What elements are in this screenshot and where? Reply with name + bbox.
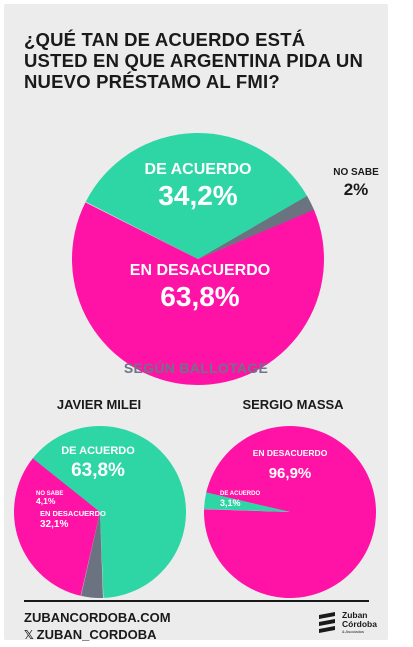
logo-text-asociados: & Asociados — [342, 628, 365, 634]
main-slice-en-desacuerdo — [72, 202, 324, 385]
sergio-massa-label-en-desacuerdo: EN DESACUERDO — [253, 448, 328, 458]
infographic-card: ¿QUÉ TAN DE ACUERDO ESTÁ USTED EN QUE AR… — [4, 4, 388, 642]
javier-milei-value-no-sabe: 4,1% — [36, 496, 56, 506]
main-value-en-desacuerdo: 63,8% — [160, 281, 239, 312]
main-label-en-desacuerdo: EN DESACUERDO — [130, 262, 270, 279]
section-label-ballotage: SEGÚN BALLOTAGE — [123, 360, 269, 376]
footer-links: ZUBANCORDOBA.COM 𝕏 ZUBAN_CORDOBA — [24, 609, 171, 644]
main-slice-de-acuerdo — [85, 132, 308, 259]
sergio-massa-slice-de-acuerdo — [204, 492, 290, 512]
candidate-name-milei: JAVIER MILEI — [56, 397, 142, 412]
logo-text-zuban: Zuban — [342, 609, 368, 620]
x-icon: 𝕏 — [24, 628, 34, 642]
logo-mark-icon — [319, 612, 335, 633]
main-label-no-sabe: NO SABE — [333, 167, 379, 178]
sergio-massa-value-de-acuerdo: 3,1% — [220, 498, 241, 508]
javier-milei-label-de-acuerdo: DE ACUERDO — [61, 445, 135, 457]
sergio-massa-value-en-desacuerdo: 96,9% — [269, 465, 312, 482]
main-slice-no-sabe — [198, 196, 315, 259]
logo-text-cordoba: Córdoba — [342, 618, 377, 629]
javier-milei-slice-no-sabe — [81, 512, 104, 598]
social-handle-text: ZUBAN_CORDOBA — [36, 627, 157, 642]
zuban-cordoba-logo: Zuban Córdoba & Asociados — [316, 610, 377, 634]
social-handle[interactable]: 𝕏 ZUBAN_CORDOBA — [24, 626, 171, 644]
javier-milei-slice-en-desacuerdo — [14, 458, 100, 596]
main-label-de-acuerdo: DE ACUERDO — [145, 161, 252, 178]
sergio-massa-label-de-acuerdo: DE ACUERDO — [220, 491, 260, 497]
candidate-name-massa: SERGIO MASSA — [242, 397, 344, 412]
javier-milei-value-de-acuerdo: 63,8% — [71, 460, 125, 481]
survey-question-title: ¿QUÉ TAN DE ACUERDO ESTÁ USTED EN QUE AR… — [24, 29, 364, 92]
footer-divider — [24, 600, 369, 602]
javier-milei-label-en-desacuerdo: EN DESACUERDO — [40, 509, 106, 518]
javier-milei-label-no-sabe: NO SABE — [36, 491, 63, 497]
sergio-massa-slice-en-desacuerdo — [204, 426, 376, 598]
javier-milei-value-en-desacuerdo: 32,1% — [40, 519, 68, 530]
main-pie-chart: DE ACUERDO 34,2% NO SABE 2% EN DESACUERDO 63,… — [72, 132, 379, 385]
website-link[interactable]: ZUBANCORDOBA.COM — [24, 610, 171, 625]
javier-milei-slice-de-acuerdo — [32, 426, 186, 598]
main-value-no-sabe: 2% — [344, 180, 369, 199]
main-value-de-acuerdo: 34,2% — [158, 180, 237, 211]
